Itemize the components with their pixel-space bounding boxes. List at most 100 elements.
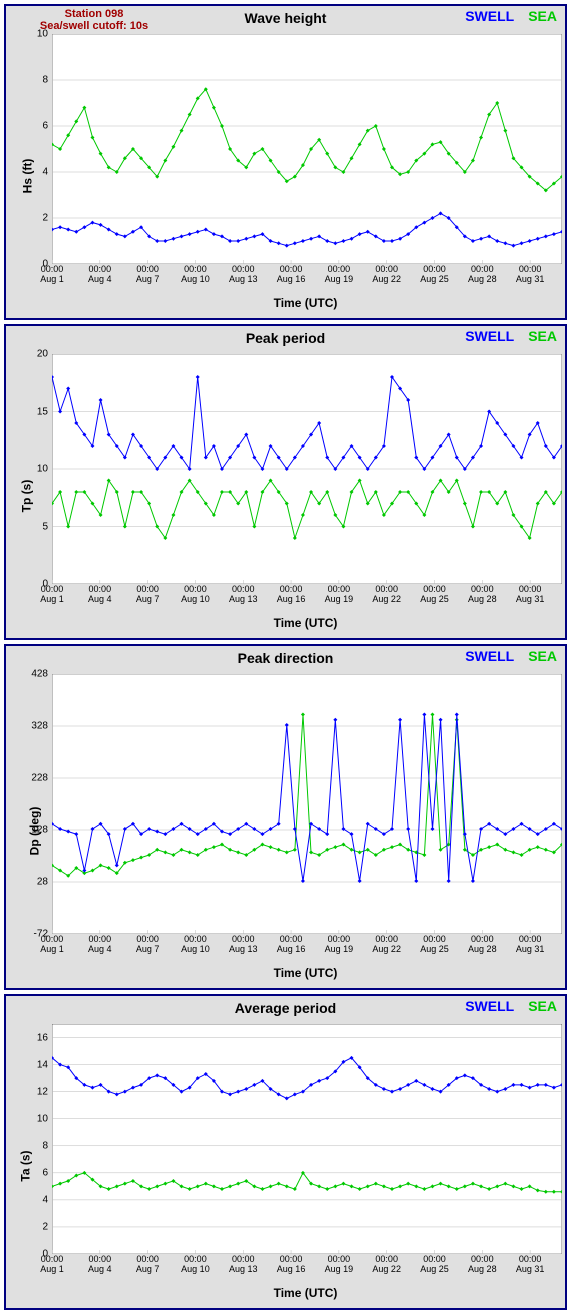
y-tick: 5 — [42, 521, 48, 532]
x-tick: 00:00Aug 7 — [136, 264, 160, 284]
x-tick-labels: 00:00Aug 100:00Aug 400:00Aug 700:00Aug 1… — [52, 934, 562, 964]
chart-title: Peak direction — [238, 650, 334, 666]
x-tick: 00:00Aug 19 — [325, 1254, 354, 1274]
legend-sea: SEA — [528, 998, 557, 1014]
x-tick: 00:00Aug 28 — [468, 934, 497, 954]
panel-dp: Peak directionSWELLSEADp (deg)-722812822… — [4, 644, 567, 990]
x-axis-label: Time (UTC) — [52, 614, 559, 634]
y-tick-labels: -7228128228328428 — [26, 674, 50, 934]
legend: SWELL SEA — [465, 648, 557, 664]
y-tick: 4 — [42, 167, 48, 178]
legend: SWELL SEA — [465, 8, 557, 24]
x-tick: 00:00Aug 19 — [325, 934, 354, 954]
legend-sea: SEA — [528, 8, 557, 24]
plot-area — [52, 354, 562, 584]
plot-wrap: Dp (deg)-722812822832842800:00Aug 100:00… — [6, 674, 565, 988]
x-tick: 00:00Aug 10 — [181, 584, 210, 604]
plot-area — [52, 34, 562, 264]
x-tick: 00:00Aug 7 — [136, 934, 160, 954]
x-tick: 00:00Aug 22 — [372, 1254, 401, 1274]
legend: SWELL SEA — [465, 998, 557, 1014]
panel-ta: Average periodSWELLSEATa (s)024681012141… — [4, 994, 567, 1310]
y-tick-labels: 05101520 — [26, 354, 50, 584]
y-tick: 16 — [37, 1032, 48, 1043]
panel-hs: Station 098Sea/swell cutoff: 10sWave hei… — [4, 4, 567, 320]
y-tick: 228 — [31, 773, 48, 784]
legend-swell: SWELL — [465, 998, 514, 1014]
x-tick: 00:00Aug 19 — [325, 584, 354, 604]
y-tick: 14 — [37, 1059, 48, 1070]
x-tick: 00:00Aug 13 — [229, 264, 258, 284]
x-tick: 00:00Aug 25 — [420, 264, 449, 284]
x-tick-labels: 00:00Aug 100:00Aug 400:00Aug 700:00Aug 1… — [52, 584, 562, 614]
x-tick: 00:00Aug 13 — [229, 584, 258, 604]
y-tick: 2 — [42, 213, 48, 224]
x-tick: 00:00Aug 13 — [229, 934, 258, 954]
x-tick: 00:00Aug 10 — [181, 264, 210, 284]
x-tick: 00:00Aug 1 — [40, 264, 64, 284]
panel-header: Station 098Sea/swell cutoff: 10sWave hei… — [6, 6, 565, 34]
plot-wrap: Hs (ft)024681000:00Aug 100:00Aug 400:00A… — [6, 34, 565, 318]
x-tick-labels: 00:00Aug 100:00Aug 400:00Aug 700:00Aug 1… — [52, 1254, 562, 1284]
station-id: Station 098 — [14, 8, 174, 20]
x-tick: 00:00Aug 7 — [136, 584, 160, 604]
y-tick: 10 — [37, 1113, 48, 1124]
chart-title: Wave height — [245, 10, 327, 26]
x-tick: 00:00Aug 1 — [40, 584, 64, 604]
legend-swell: SWELL — [465, 648, 514, 664]
y-tick: 28 — [37, 877, 48, 888]
x-tick: 00:00Aug 22 — [372, 264, 401, 284]
y-tick: 8 — [42, 75, 48, 86]
y-tick: 8 — [42, 1140, 48, 1151]
legend-swell: SWELL — [465, 8, 514, 24]
y-tick: 6 — [42, 1167, 48, 1178]
chart-title: Average period — [235, 1000, 336, 1016]
chart-title: Peak period — [246, 330, 325, 346]
x-tick: 00:00Aug 25 — [420, 1254, 449, 1274]
plot-area — [52, 1024, 562, 1254]
panel-header: Peak direction SWELL SEA — [6, 646, 565, 674]
x-tick: 00:00Aug 22 — [372, 584, 401, 604]
x-tick: 00:00Aug 16 — [277, 1254, 306, 1274]
plot-area — [52, 674, 562, 934]
x-tick: 00:00Aug 31 — [516, 934, 545, 954]
x-axis-label: Time (UTC) — [52, 1284, 559, 1304]
y-tick: 4 — [42, 1194, 48, 1205]
x-tick: 00:00Aug 16 — [277, 264, 306, 284]
x-tick-labels: 00:00Aug 100:00Aug 400:00Aug 700:00Aug 1… — [52, 264, 562, 294]
y-tick: 20 — [37, 349, 48, 360]
y-tick: 10 — [37, 29, 48, 40]
panel-header: Peak period SWELL SEA — [6, 326, 565, 354]
y-tick: 10 — [37, 464, 48, 475]
x-tick: 00:00Aug 4 — [88, 1254, 112, 1274]
x-tick: 00:00Aug 1 — [40, 1254, 64, 1274]
x-tick: 00:00Aug 10 — [181, 934, 210, 954]
x-tick: 00:00Aug 13 — [229, 1254, 258, 1274]
x-tick: 00:00Aug 10 — [181, 1254, 210, 1274]
x-tick: 00:00Aug 31 — [516, 1254, 545, 1274]
legend: SWELL SEA — [465, 328, 557, 344]
plot-svg — [52, 34, 562, 264]
legend-swell: SWELL — [465, 328, 514, 344]
x-tick: 00:00Aug 4 — [88, 584, 112, 604]
y-tick: 12 — [37, 1086, 48, 1097]
y-tick: 128 — [31, 825, 48, 836]
x-axis-label: Time (UTC) — [52, 964, 559, 984]
panel-header: Average period SWELL SEA — [6, 996, 565, 1024]
y-tick: 328 — [31, 721, 48, 732]
plot-wrap: Tp (s)0510152000:00Aug 100:00Aug 400:00A… — [6, 354, 565, 638]
y-tick: 2 — [42, 1221, 48, 1232]
y-tick: 6 — [42, 121, 48, 132]
x-tick: 00:00Aug 22 — [372, 934, 401, 954]
x-tick: 00:00Aug 16 — [277, 584, 306, 604]
legend-sea: SEA — [528, 328, 557, 344]
plot-wrap: Ta (s)024681012141600:00Aug 100:00Aug 40… — [6, 1024, 565, 1308]
y-tick-labels: 0246810121416 — [26, 1024, 50, 1254]
x-tick: 00:00Aug 31 — [516, 264, 545, 284]
x-tick: 00:00Aug 19 — [325, 264, 354, 284]
y-tick: 428 — [31, 669, 48, 680]
legend-sea: SEA — [528, 648, 557, 664]
plot-svg — [52, 674, 562, 934]
x-tick: 00:00Aug 28 — [468, 584, 497, 604]
panel-tp: Peak periodSWELLSEATp (s)0510152000:00Au… — [4, 324, 567, 640]
